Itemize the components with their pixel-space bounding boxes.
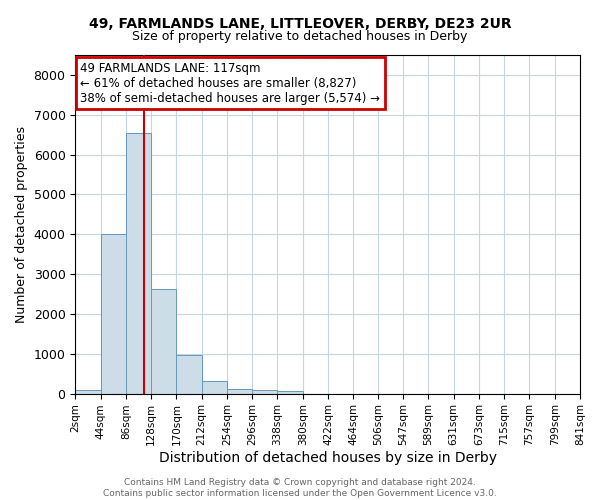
Bar [151,289,176,394]
Bar [277,391,302,394]
X-axis label: Distribution of detached houses by size in Derby: Distribution of detached houses by size … [158,451,497,465]
Bar [202,381,227,394]
Text: 49 FARMLANDS LANE: 117sqm
← 61% of detached houses are smaller (8,827)
38% of se: 49 FARMLANDS LANE: 117sqm ← 61% of detac… [80,62,380,105]
Bar [101,234,126,394]
Bar [126,132,151,394]
Text: Contains HM Land Registry data © Crown copyright and database right 2024.
Contai: Contains HM Land Registry data © Crown c… [103,478,497,498]
Y-axis label: Number of detached properties: Number of detached properties [15,126,28,323]
Text: 49, FARMLANDS LANE, LITTLEOVER, DERBY, DE23 2UR: 49, FARMLANDS LANE, LITTLEOVER, DERBY, D… [89,18,511,32]
Bar [227,389,252,394]
Bar [75,390,101,394]
Bar [252,390,277,394]
Bar [176,356,202,394]
Text: Size of property relative to detached houses in Derby: Size of property relative to detached ho… [133,30,467,43]
